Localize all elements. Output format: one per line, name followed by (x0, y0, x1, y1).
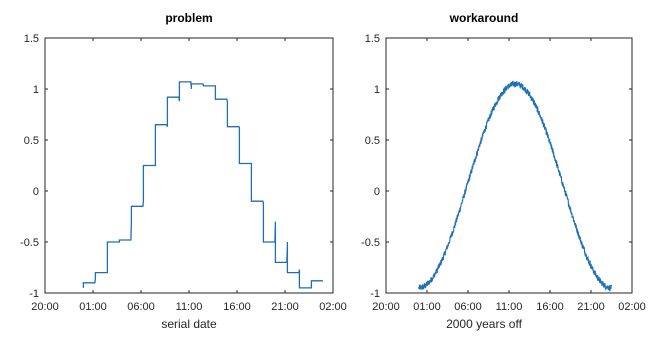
axes-box (44, 37, 334, 294)
x-tick-label: 06:00 (454, 301, 482, 313)
x-ticks: 20:00 01:00 06:00 11:00 16:00 21:00 02:00 (372, 38, 646, 313)
y-tick-label: 1 (33, 84, 39, 96)
y-tick-label: 0.5 (365, 135, 380, 147)
y-tick-label: -1 (370, 288, 380, 300)
y-tick-label: 0 (374, 186, 380, 198)
series-layer (418, 80, 613, 292)
chart-title: problem (165, 11, 212, 25)
y-tick-label: -1 (29, 288, 39, 300)
y-tick-label: -0.5 (361, 237, 380, 249)
x-tick-label: 06:00 (127, 301, 155, 313)
y-ticks: -1 -0.5 0 0.5 1 1.5 (361, 33, 632, 300)
x-tick-label: 11:00 (496, 301, 523, 313)
subplot-workaround: workaround 20:00 01:00 06:00 11:00 16:00 21:0… (361, 11, 646, 331)
y-tick-label: -0.5 (20, 237, 39, 249)
y-tick-label: 1.5 (365, 33, 380, 45)
chart-title: workaround (449, 11, 519, 25)
x-tick-label: 20:00 (372, 301, 400, 313)
x-tick-label: 02:00 (618, 301, 646, 313)
subplot-problem: problem 20:00 01:00 06:00 11:00 16:00 21:00 02… (20, 11, 347, 331)
x-axis-label: 2000 years off (446, 317, 522, 331)
x-tick-label: 11:00 (176, 301, 203, 313)
y-tick-label: 1.5 (24, 33, 39, 45)
x-tick-label: 20:00 (31, 301, 59, 313)
series-layer (82, 81, 323, 289)
x-axis-label: serial date (161, 317, 217, 331)
axes-box (385, 37, 633, 294)
series-line (82, 81, 323, 289)
y-tick-label: 1 (374, 84, 380, 96)
x-tick-label: 01:00 (79, 301, 107, 313)
series-line (418, 80, 613, 292)
x-tick-label: 02:00 (319, 301, 347, 313)
x-ticks: 20:00 01:00 06:00 11:00 16:00 21:00 02:00 (31, 38, 347, 313)
x-tick-label: 16:00 (536, 301, 564, 313)
x-tick-label: 16:00 (223, 301, 251, 313)
x-tick-label: 21:00 (577, 301, 605, 313)
x-tick-label: 21:00 (271, 301, 299, 313)
y-ticks: -1 -0.5 0 0.5 1 1.5 (20, 33, 333, 300)
y-tick-label: 0 (33, 186, 39, 198)
y-tick-label: 0.5 (24, 135, 39, 147)
x-tick-label: 01:00 (413, 301, 441, 313)
